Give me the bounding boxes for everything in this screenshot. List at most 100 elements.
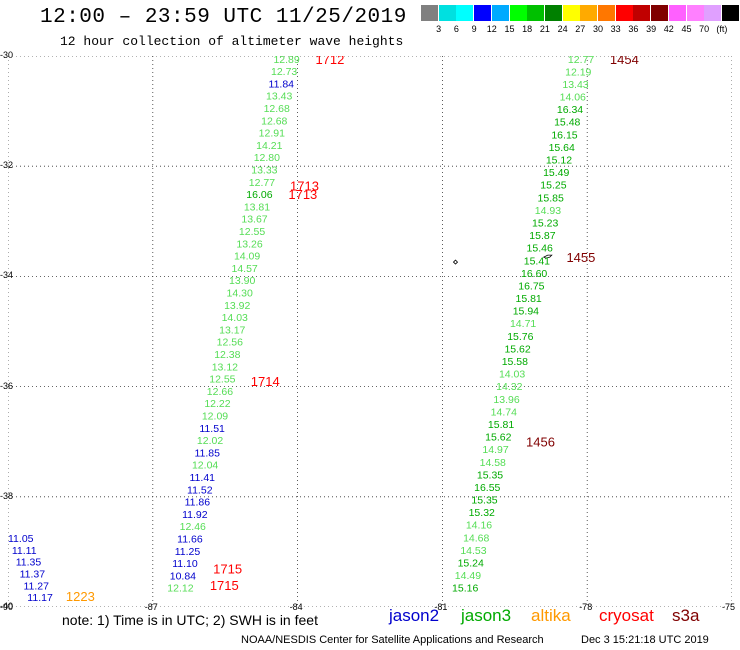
- scale-label: 33: [610, 24, 621, 34]
- track-b-swh-value: 15.24: [458, 558, 484, 570]
- track-a-time-label: 1712: [315, 56, 344, 67]
- track-b-swh-value: 14.68: [463, 532, 489, 544]
- track-a-swh-value: 12.12: [167, 583, 193, 595]
- track-a-swh-value: 12.04: [192, 460, 218, 472]
- track-a-swh-value: 11.41: [190, 472, 216, 484]
- track-a-swh-value: 16.06: [246, 189, 272, 201]
- units-note: note: 1) Time is in UTC; 2) SWH is in fe…: [62, 612, 318, 628]
- scale-swatch: [474, 5, 492, 21]
- track-b-swh-value: 15.87: [529, 230, 555, 242]
- satellite-tracks: 12.8912.7311.8413.4312.6812.6812.9114.21…: [8, 56, 639, 604]
- coastline-marks: [452, 254, 553, 265]
- track-b-swh-value: 15.62: [485, 432, 511, 444]
- lat-tick-label: -36: [0, 380, 14, 391]
- scale-label: 21: [539, 24, 550, 34]
- track-b-time-label: 1454: [610, 56, 639, 67]
- track-b-swh-value: 15.49: [543, 167, 569, 179]
- track-a-swh-value: 12.80: [254, 152, 280, 164]
- track-b-swh-value: 13.43: [562, 79, 588, 91]
- lat-tick-label: -34: [0, 270, 14, 281]
- map-subtitle: 12 hour collection of altimeter wave hei…: [60, 34, 404, 49]
- scale-swatch: [491, 5, 509, 21]
- track-a-swh-value: 12.22: [204, 398, 230, 410]
- track-a-swh-value: 11.85: [194, 447, 220, 459]
- track-a-swh-value: 12.46: [180, 521, 206, 533]
- track-a-swh-value: 11.10: [172, 558, 198, 570]
- track-b-swh-value: 15.12: [546, 155, 572, 167]
- scale-swatch: [598, 5, 615, 21]
- lat-tick-label: -32: [0, 160, 14, 171]
- track-b-swh-value: 14.97: [482, 444, 508, 456]
- scale-label: 3: [436, 24, 442, 34]
- track-a-swh-value: 12.09: [202, 410, 228, 422]
- lon-tick-label: -87: [144, 602, 158, 612]
- track-b-swh-value: 16.15: [551, 129, 577, 141]
- satellite-legend-altika: altika: [531, 606, 571, 625]
- track-b-swh-value: 14.71: [510, 318, 536, 330]
- track-b-time-label: 1456: [526, 435, 555, 450]
- scale-swatch: [509, 5, 527, 21]
- track-a-swh-value: 11.66: [177, 534, 203, 546]
- track-a-swh-value: 11.84: [269, 78, 295, 90]
- track-a-swh-value: 13.12: [212, 361, 238, 373]
- track-a-swh-value: 13.81: [244, 201, 270, 213]
- plot-frame: [9, 57, 732, 607]
- scale-swatch: [456, 5, 474, 21]
- track-a-swh-value: 11.25: [175, 546, 201, 558]
- scale-swatch: [633, 5, 651, 21]
- track-b-swh-value: 15.25: [540, 180, 566, 192]
- track-a-swh-value: 14.03: [222, 312, 248, 324]
- track-b-swh-value: 14.06: [560, 92, 586, 104]
- track-a-swh-value: 12.66: [207, 386, 233, 398]
- track-b-swh-value: 12.77: [568, 56, 594, 66]
- track-a-swh-value: 13.92: [224, 300, 250, 312]
- track-b-swh-value: 13.96: [493, 394, 519, 406]
- scale-label: 9: [471, 24, 477, 34]
- scale-label: 70: [699, 24, 710, 34]
- track-a-swh-value: 12.55: [209, 374, 235, 386]
- scale-label: 12: [486, 24, 497, 34]
- island-outline: [542, 254, 553, 259]
- track-a-swh-value: 13.67: [241, 214, 267, 226]
- track-c-time-label: 1223: [66, 589, 95, 604]
- scale-label: 15: [504, 24, 515, 34]
- scale-swatch: [668, 5, 686, 21]
- scale-swatch: [580, 5, 598, 21]
- track-a-swh-value: 10.84: [170, 570, 196, 582]
- lon-tick-label: -75: [722, 602, 736, 612]
- track-a-swh-value: 12.73: [271, 66, 297, 78]
- track-a-swh-value: 13.43: [266, 91, 292, 103]
- satellite-legend-cryosat: cryosat: [599, 606, 654, 625]
- track-a-swh-value: 11.92: [182, 509, 208, 521]
- satellite-legend-jason3: jason3: [461, 606, 512, 625]
- track-b-swh-value: 16.60: [521, 268, 547, 280]
- track-c-swh-value: 11.35: [16, 557, 42, 569]
- track-b-swh-value: 15.76: [507, 331, 533, 343]
- scale-label: 39: [646, 24, 657, 34]
- map-title: 12:00 – 23:59 UTC 11/25/2019: [40, 6, 407, 29]
- scale-swatch: [544, 5, 562, 21]
- lat-tick-label: -38: [0, 490, 14, 501]
- track-b-swh-value: 15.62: [504, 343, 530, 355]
- track-b-swh-value: 14.16: [466, 520, 492, 532]
- track-a-swh-value: 11.52: [187, 484, 213, 496]
- track-a-swh-value: 11.86: [185, 497, 211, 509]
- track-b-swh-value: 14.32: [496, 381, 522, 393]
- lat-tick-label: -40: [0, 601, 14, 611]
- track-b-time-label: 1455: [566, 250, 595, 265]
- scale-swatch: [615, 5, 633, 21]
- track-b-swh-value: 14.49: [455, 570, 481, 582]
- scale-swatch: [704, 5, 722, 21]
- scale-label: 42: [663, 24, 674, 34]
- track-b-swh-value: 16.55: [474, 482, 500, 494]
- scale-label: 6: [453, 24, 459, 34]
- track-b-swh-value: 12.19: [565, 66, 591, 78]
- track-a-swh-value: 14.21: [256, 140, 282, 152]
- track-b-swh-value: 14.03: [499, 369, 525, 381]
- scale-swatch: [721, 5, 739, 21]
- track-b-swh-value: 15.81: [515, 293, 541, 305]
- track-a-time-label: 1713: [288, 187, 317, 202]
- timestamp-text: Dec 3 15:21:18 UTC 2019: [581, 634, 709, 646]
- track-b-swh-value: 15.48: [554, 117, 580, 129]
- scale-label: 36: [628, 24, 639, 34]
